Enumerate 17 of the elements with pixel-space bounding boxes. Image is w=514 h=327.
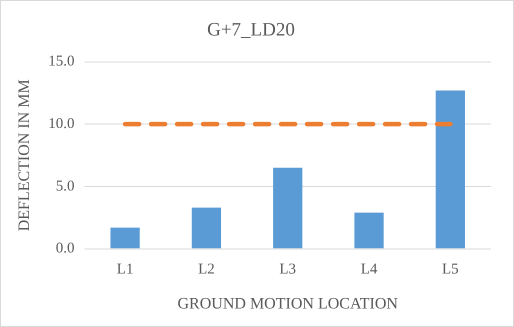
y-tick-label: 10.0 — [48, 116, 74, 132]
x-axis-title: GROUND MOTION LOCATION — [178, 296, 398, 313]
chart-title: G+7_LD20 — [207, 19, 295, 40]
y-tick-label: 15.0 — [48, 54, 74, 70]
x-tick-label: L2 — [198, 262, 215, 278]
bar — [110, 228, 140, 248]
bar — [436, 90, 465, 248]
bar — [354, 212, 384, 248]
bar — [273, 168, 302, 248]
bar — [192, 208, 222, 248]
y-tick-label: 0.0 — [56, 240, 74, 257]
y-axis-title: DEFLECTION IN MM — [16, 79, 33, 232]
y-tick-label: 5.0 — [56, 178, 74, 194]
x-tick-label: L3 — [279, 262, 296, 278]
x-tick-label: L4 — [360, 262, 378, 278]
x-tick-label: L1 — [116, 262, 134, 278]
x-tick-label: L5 — [442, 262, 459, 278]
